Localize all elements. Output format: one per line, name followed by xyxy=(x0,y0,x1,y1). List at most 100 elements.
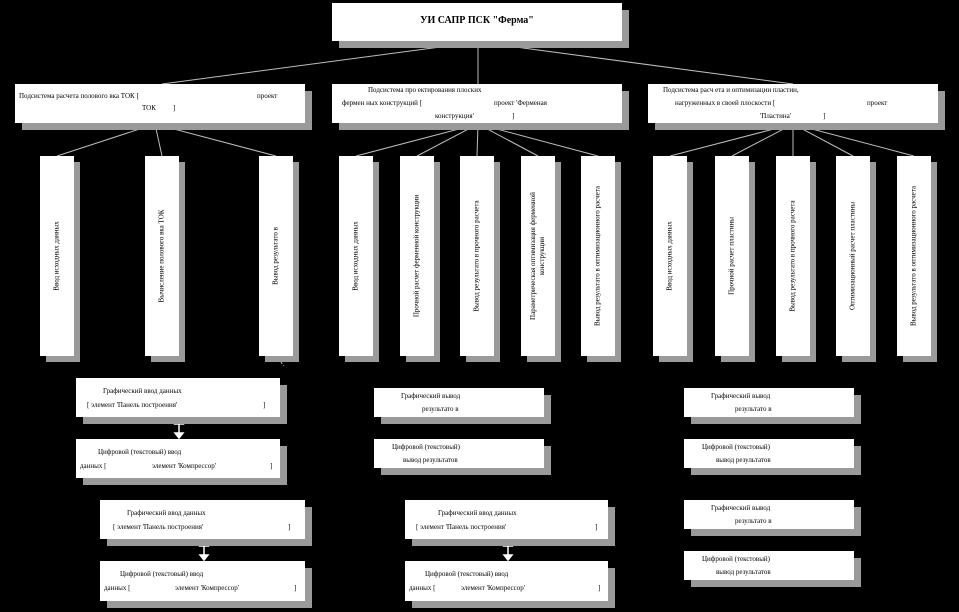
connector-dashed xyxy=(275,355,285,367)
sub1-item-output-label: Вывод результато в xyxy=(271,227,280,285)
sub3-item-strength-output-label: Вывод результато в прочного расчета xyxy=(788,200,797,312)
right-numeric-output-1: Цифровой (текстовый) вывод результатов xyxy=(684,439,854,468)
connector-sub2-e xyxy=(477,123,599,157)
right-graphic-output-1: Графический вывод результато в xyxy=(684,388,854,417)
subsystem-truss-line2: фермен ных конструкций [ xyxy=(342,99,422,107)
sub3-item-input: Ввод исходных данных xyxy=(653,156,687,356)
mid-numeric-input: Цифровой (текстовый) ввод данных [ элеме… xyxy=(405,561,608,601)
arrow-left-top-down xyxy=(173,432,185,440)
left-numeric-input-1-line2: данных [ xyxy=(80,462,107,470)
left-numeric-input-1-line1: Цифровой (текстовый) ввод xyxy=(98,448,182,456)
sub3-item-strength-label: Прочной расчет пластины xyxy=(727,217,736,295)
arrow-left-bottom-down xyxy=(198,554,210,562)
mid-numeric-input-line2: данных [ xyxy=(409,584,436,592)
subsystem-truss-line3b: ] xyxy=(512,112,515,120)
left-graphic-input-2: Графический ввод данных [ элемент 'Панел… xyxy=(100,500,305,539)
left-numeric-input-2-line3: элемент 'Компрессор' xyxy=(175,584,239,592)
right-numeric-output-2: Цифровой (текстовый) вывод результатов xyxy=(684,551,854,580)
mid-graphic-input-line1: Графический ввод данных xyxy=(438,509,517,517)
mid-graphic-output-line1: Графический вывод xyxy=(401,392,461,400)
right-numeric-output-1-line2: вывод результатов xyxy=(716,456,771,464)
right-numeric-output-1-line1: Цифровой (текстовый) xyxy=(702,443,770,451)
right-graphic-output-2-line1: Графический вывод xyxy=(711,504,771,512)
subsystem-plate-line2b: проект xyxy=(867,99,888,107)
arrow-mid-down xyxy=(502,554,514,562)
connector-sub2-d xyxy=(477,123,539,157)
subsystem-plate-line3: 'Пластина' xyxy=(760,112,791,120)
connector-sub3-b xyxy=(731,123,794,157)
subsystem-plate-line2: нагруженных в своей плоскости [ xyxy=(675,99,776,107)
left-graphic-input-1: Графический ввод данных [ элемент 'Панел… xyxy=(76,378,280,417)
root-title: УИ САПР ПСК "Ферма" xyxy=(420,15,534,26)
subsystem-tok-line1: Подсистема расчета полового вка ТОК [ xyxy=(19,92,139,100)
sub3-item-optimization-output-label: Вывод результато в оптимизационного расч… xyxy=(909,186,918,326)
left-graphic-input-1-line1: Графический ввод данных xyxy=(103,387,182,395)
sub3-item-optimization-label: Оптимизационный расчет пластины xyxy=(848,201,857,311)
connector-sub2-b xyxy=(416,123,479,157)
sub1-item-input: Ввод исходных данных xyxy=(40,156,74,356)
sub2-item-strength-label: Прочной расчет ферменной конструкции xyxy=(412,194,421,318)
connector-sub3-d xyxy=(792,123,854,157)
sub1-item-compute: Вычисление полового вка ТОК xyxy=(145,156,179,356)
connector-sub3-a xyxy=(669,123,794,157)
left-graphic-input-2-line1: Графический ввод данных xyxy=(127,509,206,517)
mid-graphic-input: Графический ввод данных [ элемент 'Панел… xyxy=(405,500,608,539)
sub2-item-strength-output: Вывод результато в прочного расчета xyxy=(460,156,494,356)
sub2-item-optimization-output: Вывод результато в оптимизационного расч… xyxy=(581,156,615,356)
left-graphic-input-1-line2: [ элемент 'Панель построения' xyxy=(87,401,178,409)
subsystem-plate-line3b: ] xyxy=(823,112,826,120)
subsystem-truss-line2b: проект 'Ферменая xyxy=(494,99,547,107)
right-graphic-output-1-line2: результато в xyxy=(735,405,772,413)
subsystem-plate: Подсистема расч ета и оптимизации пласти… xyxy=(648,84,938,123)
sub2-item-optimization-label: Параметрическая оптимизация ферменной ко… xyxy=(529,192,546,320)
sub2-item-strength: Прочной расчет ферменной конструкции xyxy=(400,156,434,356)
root-node: УИ САПР ПСК "Ферма" xyxy=(332,3,622,41)
connector-sub3-e xyxy=(792,123,915,157)
connector-sub1-a xyxy=(56,123,156,157)
left-numeric-input-2-close: ] xyxy=(294,584,297,592)
left-numeric-input-2-line2: данных [ xyxy=(104,584,131,592)
sub1-item-input-label: Ввод исходных данных xyxy=(52,221,61,291)
subsystem-truss-line3: конструкция' xyxy=(435,112,474,120)
mid-numeric-input-line1: Цифровой (текстовый) ввод xyxy=(425,570,509,578)
connector-root-sub3 xyxy=(477,41,794,85)
subsystem-plate-line1: Подсистема расч ета и оптимизации пласти… xyxy=(663,86,799,94)
right-numeric-output-2-line1: Цифровой (текстовый) xyxy=(702,555,770,563)
subsystem-tok-line2: ТОК xyxy=(142,104,156,112)
sub2-item-input: Ввод исходных данных xyxy=(339,156,373,356)
mid-graphic-output-line2: результато в xyxy=(422,405,459,413)
subsystem-tok-line2b: ] xyxy=(173,104,176,112)
left-numeric-input-2-line1: Цифровой (текстовый) ввод xyxy=(120,570,204,578)
left-numeric-input-1-line3: элемент 'Компрессор' xyxy=(152,462,216,470)
right-graphic-output-2: Графический вывод результато в xyxy=(684,500,854,529)
connector-sub2-c xyxy=(476,123,479,157)
subsystem-tok-line1b: проект xyxy=(257,92,278,100)
subsystem-tok: Подсистема расчета полового вка ТОК [ пр… xyxy=(15,84,305,123)
arrow-left-top-up xyxy=(173,417,185,425)
right-numeric-output-2-line2: вывод результатов xyxy=(716,568,771,576)
left-numeric-input-1: Цифровой (текстовый) ввод данных [ элеме… xyxy=(76,439,280,478)
connector-sub1-c xyxy=(154,123,277,157)
sub2-item-input-label: Ввод исходных данных xyxy=(351,221,360,291)
sub2-item-strength-output-label: Вывод результато в прочного расчета xyxy=(472,200,481,312)
left-graphic-input-1-close: ] xyxy=(263,401,266,409)
connector-sub2-a xyxy=(355,123,479,157)
mid-numeric-output: Цифровой (текстовый) вывод результатов xyxy=(374,439,544,468)
mid-numeric-output-line2: вывод результатов xyxy=(403,456,458,464)
mid-graphic-input-close: ] xyxy=(595,523,598,531)
connector-root-sub1 xyxy=(161,41,479,85)
mid-numeric-input-line3: элемент 'Компрессор' xyxy=(461,584,525,592)
sub2-item-optimization-output-label: Вывод результато в оптимизационного расч… xyxy=(593,186,602,326)
sub3-item-input-label: Ввод исходных данных xyxy=(665,221,674,291)
left-numeric-input-1-close: ] xyxy=(270,462,273,470)
arrow-mid-up xyxy=(502,539,514,547)
mid-numeric-input-close: ] xyxy=(598,584,601,592)
left-numeric-input-2: Цифровой (текстовый) ввод данных [ элеме… xyxy=(100,561,305,601)
left-graphic-input-2-line2: [ элемент 'Панель построения' xyxy=(113,523,204,531)
connector-sub1-b xyxy=(154,123,163,157)
sub1-item-compute-label: Вычисление полового вка ТОК xyxy=(157,209,166,303)
sub3-item-strength: Прочной расчет пластины xyxy=(715,156,749,356)
subsystem-truss: Подсистема про ектирования плоских ферме… xyxy=(332,84,622,123)
